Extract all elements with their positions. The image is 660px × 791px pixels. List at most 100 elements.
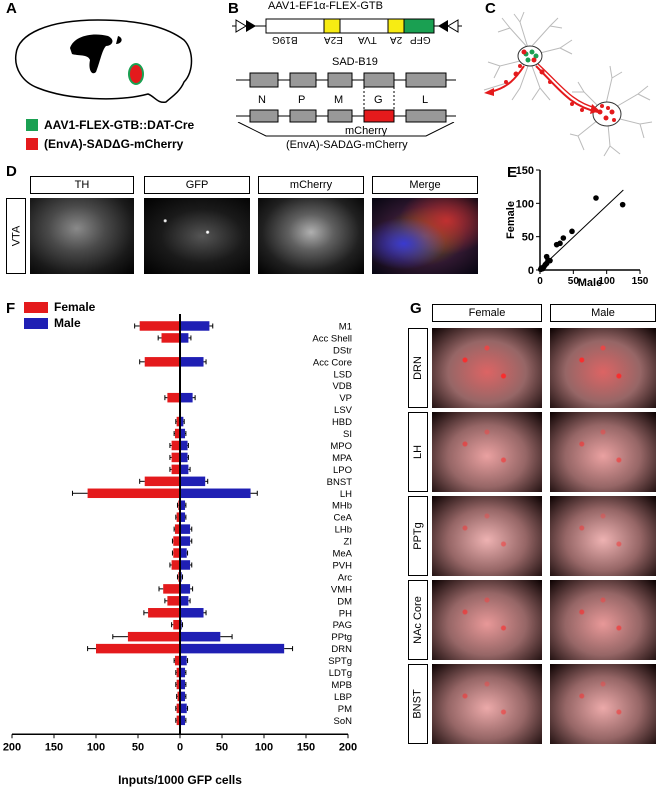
bar-female: [174, 655, 180, 666]
aav-seg-b19g: B19G: [272, 34, 298, 45]
vta-injection-site: [128, 63, 144, 85]
mcherry-label: mCherry: [345, 125, 388, 137]
scatter-point: [560, 235, 567, 241]
category-label: PM: [338, 704, 352, 715]
bar-female: [171, 440, 180, 451]
bar-male: [180, 691, 186, 702]
micrograph-th: [30, 198, 134, 274]
bar-male: [180, 476, 206, 487]
category-label: MHb: [332, 501, 352, 512]
g-col-female: Female: [432, 304, 542, 322]
gene-g: G: [374, 94, 383, 106]
category-label: PAG: [333, 620, 352, 631]
legend-swatch-female: [24, 301, 48, 313]
bar-male: [180, 524, 191, 534]
bar-female: [171, 452, 180, 463]
legend-a-rabies: (EnvA)-SADΔG-mCherry: [26, 137, 183, 151]
scatter-point: [593, 195, 599, 201]
legend-label-male: Male: [54, 316, 81, 330]
category-label: LDTg: [329, 668, 352, 679]
sad-b19-title: SAD-B19: [332, 56, 378, 68]
bar-male: [180, 488, 251, 499]
x-tick-label: 0: [537, 276, 543, 287]
d-col-gfp: GFP: [144, 176, 250, 194]
g-row-label-text: BNST: [412, 689, 424, 719]
sagittal-brain-diagram: [14, 19, 193, 104]
y-tick-label: 50: [522, 232, 534, 244]
category-label: SoN: [334, 716, 353, 727]
aav-seg-e2a: E2A: [324, 34, 343, 45]
bar-female: [127, 631, 180, 642]
category-label: LSD: [334, 369, 353, 380]
bar-female: [144, 357, 180, 367]
bar-male: [180, 548, 187, 558]
g-row-label: PPTg: [408, 496, 428, 576]
category-label: DRN: [331, 644, 352, 655]
virus-bracket: [237, 122, 455, 137]
panel-f-label: F: [6, 300, 16, 317]
x-tick-label: 50: [568, 276, 580, 287]
category-label: VP: [339, 393, 352, 404]
x-tick-label: 150: [45, 741, 63, 753]
bar-female: [167, 596, 180, 606]
legend-label-female: Female: [54, 300, 96, 314]
bar-male: [180, 333, 189, 343]
y-tick-label: 150: [516, 165, 534, 177]
bar-female: [173, 619, 180, 630]
bar-male: [180, 428, 186, 439]
category-label: LH: [340, 489, 352, 500]
gene-l: L: [422, 94, 429, 106]
g-row-label-text: DRN: [412, 356, 424, 380]
bar-female: [177, 691, 180, 702]
aav-construct-diagram: [232, 18, 462, 34]
aav-seg-tva: TVA: [358, 34, 377, 45]
micrograph-male: [550, 496, 656, 576]
aav-seg-2a: 2A: [390, 34, 403, 45]
bar-male: [180, 631, 221, 642]
panel-e-label: E: [507, 164, 518, 181]
e-xlabel: Male: [578, 277, 602, 289]
bar-male: [180, 321, 210, 331]
category-label: LBP: [334, 692, 352, 703]
micrograph-male: [550, 328, 656, 408]
panel-a-label: A: [6, 0, 17, 17]
x-tick-label: 100: [598, 276, 615, 287]
category-label: Acc Shell: [312, 333, 352, 344]
bar-male: [180, 440, 188, 451]
micrograph-mcherry: [258, 198, 364, 274]
legend-swatch-red: [26, 138, 38, 150]
bar-male: [180, 667, 186, 678]
bar-male: [180, 512, 186, 522]
micrograph-female: [432, 580, 542, 660]
legend-f-male: Male: [24, 316, 81, 330]
category-label: LSV: [334, 405, 353, 416]
y-tick-label: 100: [516, 198, 534, 210]
micrograph-female: [432, 664, 542, 744]
category-label: LHb: [335, 525, 352, 536]
bar-male: [180, 416, 184, 427]
micrograph-female: [432, 496, 542, 576]
micrograph-male: [550, 412, 656, 492]
x-tick-label: 200: [3, 741, 21, 753]
x-tick-label: 200: [339, 741, 357, 753]
bar-female: [176, 416, 180, 427]
scatter-point: [569, 228, 575, 235]
bar-male: [180, 715, 186, 726]
gene-labels: N P M G L: [236, 94, 456, 108]
gene-m: M: [334, 94, 344, 106]
bar-male: [180, 536, 191, 546]
category-label: CeA: [334, 513, 353, 524]
legend-swatch-green: [26, 119, 38, 131]
category-label: VDB: [332, 381, 352, 392]
g-col-male: Male: [550, 304, 656, 322]
bar-female: [176, 512, 180, 522]
bar-female: [176, 715, 180, 726]
panel-d-label: D: [6, 163, 17, 180]
category-label: ZI: [344, 537, 352, 548]
g-row-label: NAc Core: [408, 580, 428, 660]
x-tick-label: 100: [255, 741, 273, 753]
legend-label-gtb: AAV1-FLEX-GTB::DAT-Cre: [44, 118, 195, 132]
bar-female: [163, 584, 180, 594]
scatter-point: [619, 201, 626, 208]
bar-male: [180, 643, 285, 654]
